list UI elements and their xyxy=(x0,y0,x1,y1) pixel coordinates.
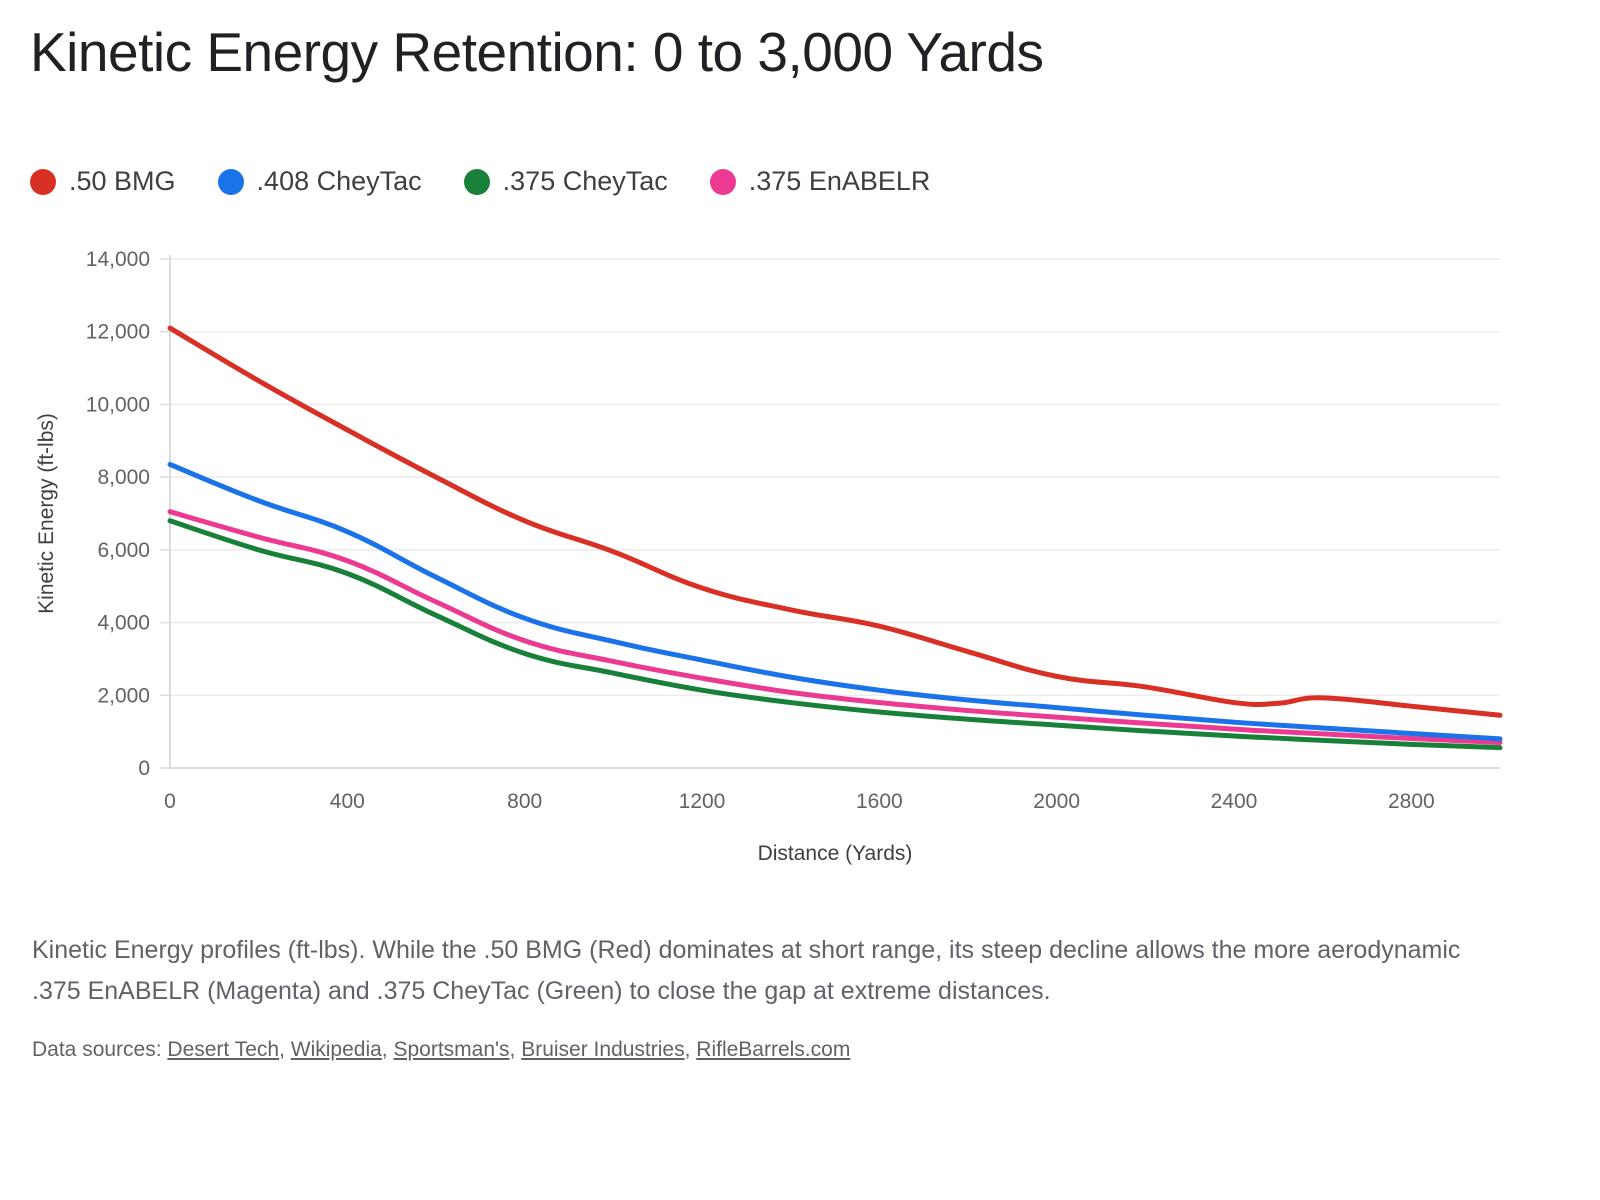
source-link-wikipedia[interactable]: Wikipedia xyxy=(290,1038,382,1061)
page-title: Kinetic Energy Retention: 0 to 3,000 Yar… xyxy=(30,21,1044,83)
source-link-desert-tech[interactable]: Desert Tech xyxy=(167,1038,280,1061)
legend-item-label: .375 EnABELR xyxy=(748,166,931,196)
legend-dot-icon xyxy=(463,168,490,195)
series-line-375-cheytac[interactable] xyxy=(167,518,1503,751)
legend-dot-icon xyxy=(709,168,736,195)
series-line-50-bmg[interactable] xyxy=(167,325,1503,718)
data-sources: Data sources: Desert Tech, Wikipedia, Sp… xyxy=(32,1038,1512,1062)
legend-item-50-bmg[interactable]: .50 BMG xyxy=(30,166,176,197)
x-tick-label: 2400 xyxy=(1211,790,1258,813)
data-sources-prefix: Data sources: xyxy=(32,1038,162,1061)
source-link-bruiser-industries[interactable]: Bruiser Industries xyxy=(521,1038,685,1061)
series-lines xyxy=(167,325,1503,751)
legend-dot-icon xyxy=(30,168,56,195)
y-axis-tick-labels: 0 2,000 4,000 6,000 8,000 10,000 12,000 14,000 xyxy=(86,248,150,780)
x-tick-label: 2000 xyxy=(1033,790,1080,813)
x-axis-tick-labels: 0 400 800 1200 1600 2000 2400 2800 xyxy=(164,790,1435,813)
legend-item-375-enabelr[interactable]: .375 EnABELR xyxy=(709,166,931,197)
legend-item-375-cheytac[interactable]: .375 CheyTac xyxy=(463,166,668,197)
x-axis-title: Distance (Yards) xyxy=(758,842,913,865)
x-tick-label: 1200 xyxy=(679,790,726,813)
sep: , xyxy=(509,1038,522,1061)
y-axis-title: Kinetic Energy (ft-lbs) xyxy=(35,413,58,614)
legend-item-label: .375 CheyTac xyxy=(502,166,668,196)
y-tick-label: 2,000 xyxy=(97,684,150,707)
x-tick-label: 2800 xyxy=(1388,790,1435,813)
x-tick-label: 400 xyxy=(330,790,365,813)
y-tick-label: 14,000 xyxy=(86,248,150,271)
legend-dot-icon xyxy=(217,168,244,195)
line-chart-svg: 02,0004,0006,0008,00010,00012,00014,000 … xyxy=(35,248,1503,865)
legend-item-label: .408 CheyTac xyxy=(256,166,422,196)
y-tick-label: 10,000 xyxy=(86,393,150,416)
x-tick-label: 1600 xyxy=(856,790,903,813)
chart-caption: Kinetic Energy profiles (ft-lbs). While … xyxy=(32,936,1461,1005)
sep: , xyxy=(684,1038,697,1061)
y-tick-label: 8,000 xyxy=(97,466,150,489)
sep: , xyxy=(381,1038,394,1061)
legend-item-label: .50 BMG xyxy=(69,166,176,196)
source-link-sportsmans[interactable]: Sportsman's xyxy=(393,1038,510,1061)
x-tick-label: 0 xyxy=(164,790,176,813)
y-tick-label: 12,000 xyxy=(86,321,150,344)
y-tick-label: 6,000 xyxy=(97,539,150,562)
series-line-408-cheytac[interactable] xyxy=(167,461,1503,742)
source-link-riflebarrels[interactable]: RifleBarrels.com xyxy=(696,1038,851,1061)
y-tick-label: 4,000 xyxy=(97,612,150,635)
chart-legend: .50 BMG .408 CheyTac .375 CheyTac .375 E… xyxy=(30,166,972,197)
gridlines xyxy=(160,258,1500,769)
series-line-375-enabelr[interactable] xyxy=(167,509,1503,746)
y-tick-label: 0 xyxy=(138,757,150,780)
sep: , xyxy=(279,1038,291,1061)
chart-plot-area: 0 2,000 4,000 6,000 8,000 10,000 12,000 14,000 … xyxy=(0,230,1540,870)
x-tick-label: 800 xyxy=(507,790,542,813)
legend-item-408-cheytac[interactable]: .408 CheyTac xyxy=(217,166,422,197)
